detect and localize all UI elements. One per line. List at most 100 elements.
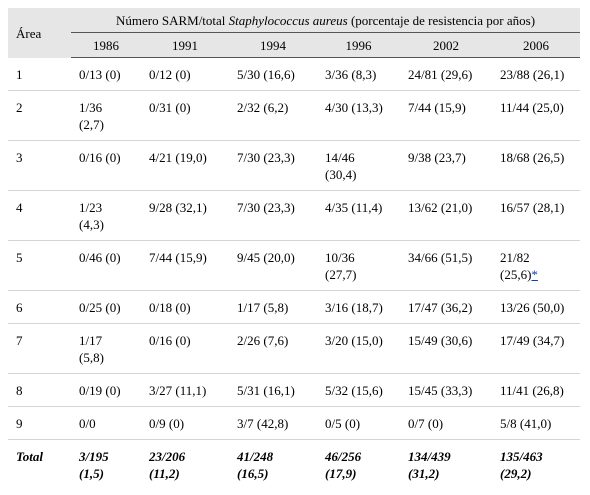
year-header: 2002: [400, 32, 492, 58]
cell-text: 8: [16, 383, 23, 398]
cell-text: 2/32 (6,2): [237, 100, 289, 115]
cell-text: 3/16 (18,7): [325, 300, 383, 315]
cell-text: 0/16 (0): [79, 150, 121, 165]
data-cell: 16/57 (28,1): [492, 190, 581, 241]
cell-text: 9: [16, 416, 23, 431]
cell-text: 1/23 (4,3): [79, 200, 104, 232]
cell-text: 1: [16, 66, 23, 82]
data-cell: 11/44 (25,0): [492, 90, 581, 141]
cell-text: 7: [16, 333, 23, 348]
cell-text: 0/25 (0): [79, 300, 121, 315]
cell-text: 9/38 (23,7): [408, 150, 466, 165]
data-cell: 13/62 (21,0): [400, 190, 492, 241]
cell-text: 3/195 (1,5): [79, 449, 109, 481]
title-text: (porcentaje de resistencia por años): [347, 13, 536, 28]
cell-text: 41/248 (16,5): [237, 449, 274, 481]
cell-text: 134/439 (31,2): [408, 449, 451, 481]
cell-text: 15/45 (33,3): [408, 383, 473, 398]
data-cell: 14/46 (30,4): [317, 140, 400, 191]
cell-text: 21/82 (25,6): [500, 250, 532, 282]
cell-text: 5/30 (16,6): [237, 67, 295, 82]
footnote-link[interactable]: *: [531, 267, 538, 282]
data-cell: 0/18 (0): [141, 290, 229, 324]
cell-text: 4/35 (11,4): [325, 200, 383, 215]
cell-text: 0/18 (0): [149, 300, 191, 315]
year-header: 2006: [492, 32, 581, 58]
data-cell: 9/28 (32,1): [141, 190, 229, 241]
data-cell: 7/44 (15,9): [400, 90, 492, 141]
cell-text: 9/45 (20,0): [237, 250, 295, 265]
table-row: 4 1/23 (4,3) 9/28 (32,1) 7/30 (23,3) 4/35 (1…: [8, 190, 581, 241]
cell-text: 23/88 (26,1): [500, 67, 565, 82]
cell-text: 46/256 (17,9): [325, 449, 362, 481]
cell-text: 24/81 (29,6): [408, 67, 473, 82]
data-cell: 23/88 (26,1): [492, 57, 581, 91]
data-cell: 4/35 (11,4): [317, 190, 400, 241]
cell-text: 16/57 (28,1): [500, 200, 565, 215]
cell-text: 17/49 (34,7): [500, 333, 565, 348]
data-cell: 18/68 (26,5): [492, 140, 581, 191]
data-cell: 17/49 (34,7): [492, 323, 581, 374]
area-header: Área: [8, 8, 71, 58]
cell-text: 0/13 (0): [79, 67, 121, 82]
area-cell: 9: [8, 406, 71, 440]
table-row: 8 0/19 (0) 3/27 (11,1) 5/31 (16,1) 5/32 (15,…: [8, 373, 581, 407]
cell-text: 3/27 (11,1): [149, 383, 207, 398]
data-cell: 7/44 (15,9): [141, 240, 229, 291]
cell-text: 0/0: [79, 416, 96, 431]
cell-text: 2/26 (7,6): [237, 333, 289, 348]
cell-text: 5: [16, 250, 23, 265]
cell-text: 7/44 (15,9): [149, 250, 207, 265]
table-row: 7 1/17 (5,8) 0/16 (0) 2/26 (7,6) 3/20 (15,0)…: [8, 323, 581, 374]
cell-text: 13/62 (21,0): [408, 200, 473, 215]
cell-text: 14/46 (30,4): [325, 150, 357, 182]
total-cell: 41/248 (16,5): [229, 440, 317, 490]
area-cell: 8: [8, 373, 71, 407]
data-cell: 0/12 (0): [141, 57, 229, 91]
total-cell: 134/439 (31,2): [400, 440, 492, 490]
cell-text: 0/16 (0): [149, 333, 191, 348]
data-cell: 15/45 (33,3): [400, 373, 492, 407]
data-cell: 2/32 (6,2): [229, 90, 317, 141]
table-row: 2 1/36 (2,7) 0/31 (0) 2/32 (6,2) 4/30 (13,3)…: [8, 90, 581, 141]
total-row: Total 3/195 (1,5) 23/206 (11,2) 41/248 (16,…: [8, 440, 580, 490]
cell-text: 2: [16, 100, 23, 115]
data-cell: 0/13 (0): [71, 57, 141, 91]
cell-text: Total: [16, 449, 43, 464]
cell-text: 17/47 (36,2): [408, 300, 473, 315]
data-cell: 0/16 (0): [141, 323, 229, 374]
cell-text: 11/41 (26,8): [500, 383, 564, 398]
cell-text: 9/28 (32,1): [149, 200, 207, 215]
data-cell: 13/26 (50,0): [492, 290, 581, 324]
data-cell: 0/46 (0): [71, 240, 141, 291]
data-cell: 17/47 (36,2): [400, 290, 492, 324]
data-cell: 21/82 (25,6)*: [492, 240, 581, 291]
cell-text: 11/44 (25,0): [500, 100, 564, 115]
table-title: Número SARM/total Staphylococcus aureus …: [71, 8, 581, 33]
table-row: 1 0/13 (0) 0/12 (0) 5/30 (16,6) 3/36 (8,3) 24…: [8, 57, 581, 91]
table-header: Área Número SARM/total Staphylococcus au…: [8, 8, 581, 58]
data-cell: 0/16 (0): [71, 140, 141, 191]
data-cell: 1/17 (5,8): [71, 323, 141, 374]
total-cell: 3/195 (1,5): [71, 440, 141, 490]
data-cell: 9/38 (23,7): [400, 140, 492, 191]
cell-text: 23/206 (11,2): [149, 449, 186, 481]
cell-text: 4: [16, 200, 23, 215]
data-cell: 0/5 (0): [317, 406, 400, 440]
data-cell: 15/49 (30,6): [400, 323, 492, 374]
years-row: 1986 1991 1994 1996 2002 2006: [8, 32, 581, 58]
data-cell: 10/36 (27,7): [317, 240, 400, 291]
data-cell: 0/31 (0): [141, 90, 229, 141]
data-cell: 5/31 (16,1): [229, 373, 317, 407]
data-cell: 2/26 (7,6): [229, 323, 317, 374]
cell-text: 34/66 (51,5): [408, 250, 473, 265]
cell-text: 0/5 (0): [325, 416, 361, 431]
table-row: 5 0/46 (0) 7/44 (15,9) 9/45 (20,0) 10/36 (27…: [8, 240, 581, 291]
data-cell: 1/36 (2,7): [71, 90, 141, 141]
cell-text: 1/36 (2,7): [79, 100, 104, 132]
cell-text: 18/68 (26,5): [500, 150, 565, 165]
area-cell: 7: [8, 323, 71, 374]
data-cell: 0/7 (0): [400, 406, 492, 440]
year-header: 1994: [229, 32, 317, 58]
